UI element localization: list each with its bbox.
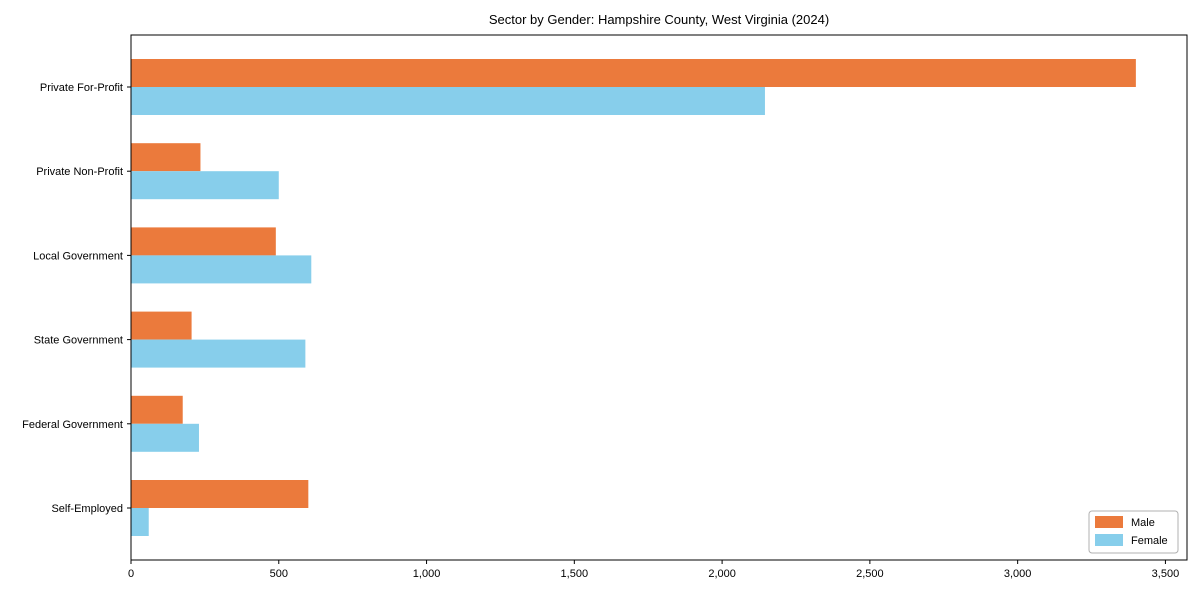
bar-male-state-government[interactable] <box>131 311 192 340</box>
y-axis-category-label: Federal Government <box>22 419 123 431</box>
bar-male-private-for-profit[interactable] <box>131 59 1136 87</box>
y-axis-category-label: State Government <box>34 335 123 347</box>
bar-male-federal-government[interactable] <box>131 395 183 424</box>
bar-female-private-for-profit[interactable] <box>131 87 765 115</box>
bar-female-local-government[interactable] <box>131 255 312 284</box>
y-axis-category-label: Local Government <box>33 250 123 262</box>
x-axis-tick-label: 1,500 <box>561 568 589 580</box>
legend-label-female: Female <box>1131 535 1168 547</box>
bar-male-private-non-profit[interactable] <box>131 143 201 172</box>
legend-label-male: Male <box>1131 517 1155 529</box>
plot-frame <box>130 34 1188 561</box>
x-axis-tick-label: 2,500 <box>856 568 884 580</box>
bar-male-local-government[interactable] <box>131 227 276 256</box>
bar-female-federal-government[interactable] <box>131 423 199 452</box>
legend-swatch-female <box>1095 534 1123 546</box>
bar-female-private-non-profit[interactable] <box>131 171 279 200</box>
x-axis-tick-label: 2,000 <box>708 568 736 580</box>
bar-female-self-employed[interactable] <box>131 508 149 536</box>
bar-female-state-government[interactable] <box>131 339 306 368</box>
bar-male-self-employed[interactable] <box>131 480 309 508</box>
x-axis-tick-label: 1,000 <box>413 568 441 580</box>
x-axis-tick-label: 0 <box>128 568 134 580</box>
y-axis-category-label: Private For-Profit <box>40 82 123 94</box>
x-axis-tick-label: 3,000 <box>1004 568 1032 580</box>
legend-swatch-male <box>1095 516 1123 528</box>
x-axis-tick-label: 3,500 <box>1152 568 1180 580</box>
chart-title: Sector by Gender: Hampshire County, West… <box>488 12 830 27</box>
y-axis-category-label: Private Non-Profit <box>36 166 123 178</box>
y-axis-category-label: Self-Employed <box>51 503 123 515</box>
x-axis-tick-label: 500 <box>270 568 288 580</box>
